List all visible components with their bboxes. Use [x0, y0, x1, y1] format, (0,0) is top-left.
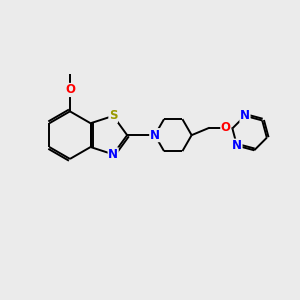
Text: N: N [232, 139, 242, 152]
Text: S: S [109, 110, 117, 122]
Text: N: N [150, 129, 160, 142]
Text: O: O [65, 83, 75, 97]
Text: O: O [221, 121, 231, 134]
Text: N: N [240, 109, 250, 122]
Text: N: N [108, 148, 118, 161]
